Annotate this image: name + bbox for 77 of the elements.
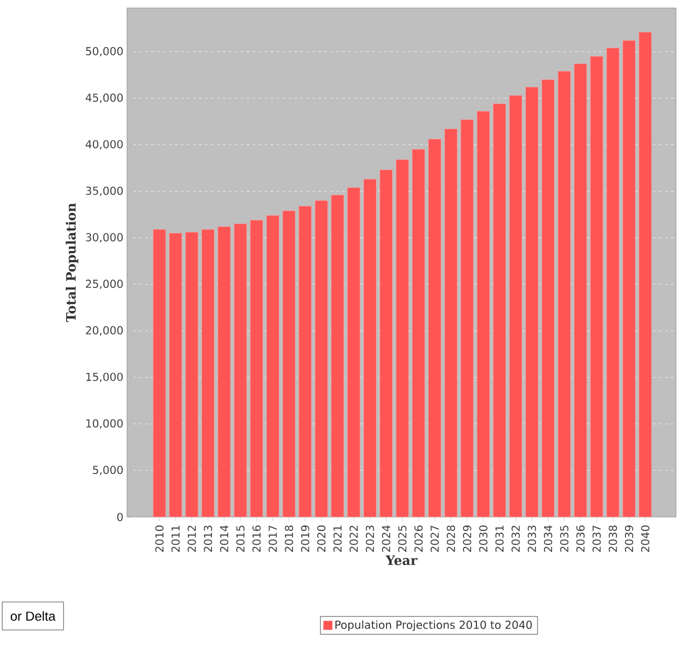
- x-tick-label: 2011: [171, 526, 180, 552]
- y-tick-label: 0: [117, 512, 123, 522]
- y-tick-label: 40,000: [86, 140, 123, 150]
- y-tick-label: 30,000: [86, 233, 123, 243]
- x-tick-label: 2028: [446, 526, 456, 552]
- x-tick-label: 2039: [624, 526, 634, 552]
- y-tick-label: 10,000: [86, 419, 123, 429]
- bar: [298, 206, 312, 517]
- bar: [622, 40, 636, 517]
- x-tick-label: 2024: [382, 525, 390, 552]
- x-tick-label: 2022: [350, 526, 358, 552]
- bar: [185, 232, 198, 517]
- x-tick-label: 2010: [155, 526, 164, 552]
- bar: [509, 95, 522, 517]
- bar: [314, 200, 328, 517]
- x-tick-label: 2012: [188, 526, 196, 552]
- bar: [169, 232, 182, 517]
- x-tick-label: 2016: [252, 525, 261, 552]
- x-tick-label: 2030: [479, 526, 488, 552]
- bar: [380, 170, 393, 517]
- x-tick-label: 2019: [301, 526, 310, 552]
- x-tick-label: 2020: [317, 526, 326, 552]
- bar: [152, 229, 166, 517]
- x-tick-label: 2014: [220, 525, 228, 552]
- y-tick-label: 45,000: [86, 94, 123, 103]
- x-tick-label: 2031: [495, 526, 504, 552]
- bar: [363, 179, 376, 517]
- x-tick-label: 2015: [236, 526, 245, 552]
- x-tick-label: 2033: [528, 526, 536, 552]
- bar: [282, 210, 296, 517]
- x-tick-label: 2038: [608, 526, 617, 552]
- y-tick-label: 35,000: [86, 186, 123, 196]
- bar: [574, 64, 587, 517]
- y-tick-label: 20,000: [86, 326, 123, 336]
- x-tick-label: 2018: [284, 526, 294, 552]
- bar: [590, 56, 604, 517]
- x-tick-label: 2029: [462, 526, 472, 552]
- bar: [476, 111, 490, 517]
- bar: [266, 215, 279, 517]
- x-tick-label: 2021: [333, 526, 342, 552]
- bar: [202, 229, 214, 517]
- x-tick-label: 2027: [430, 526, 439, 552]
- bar: [234, 224, 247, 517]
- bar: [331, 194, 344, 517]
- bar: [460, 119, 474, 517]
- bar: [396, 159, 409, 517]
- bar: [558, 71, 571, 517]
- bar: [218, 226, 231, 517]
- x-axis-title: Year: [386, 555, 418, 566]
- bar: [412, 149, 425, 517]
- y-tick-label: 25,000: [86, 280, 123, 290]
- x-tick-label: 2013: [204, 526, 212, 552]
- x-tick-label: 2026: [414, 525, 423, 552]
- x-tick-label: 2017: [268, 526, 277, 552]
- x-tick-label: 2035: [560, 526, 568, 552]
- x-tick-label: 2023: [366, 526, 374, 552]
- bar: [638, 32, 652, 517]
- bar: [606, 48, 620, 517]
- bar: [444, 128, 458, 517]
- x-tick-label: 2036: [576, 525, 585, 552]
- text: or Delta: [10, 611, 56, 621]
- x-tick-label: 2034: [544, 525, 552, 552]
- legend-label: Population Projections 2010 to 2040: [335, 620, 532, 632]
- bar: [493, 104, 506, 517]
- x-tick-label: 2025: [398, 526, 406, 552]
- bar: [428, 138, 442, 517]
- y-tick-label: 5,000: [92, 466, 123, 476]
- y-tick-label: 50,000: [86, 47, 123, 56]
- y-axis-title: Total Population: [66, 203, 78, 322]
- bar: [347, 187, 360, 517]
- bar: [542, 79, 555, 517]
- x-tick-label: 2040: [641, 526, 650, 552]
- bar: [525, 86, 538, 517]
- x-tick-label: 2032: [512, 526, 520, 552]
- bar: [250, 220, 264, 517]
- x-tick-label: 2037: [592, 526, 601, 552]
- y-tick-label: 15,000: [86, 372, 123, 382]
